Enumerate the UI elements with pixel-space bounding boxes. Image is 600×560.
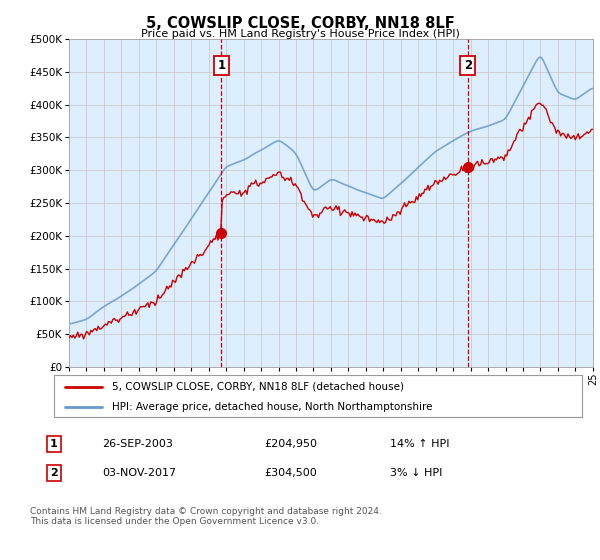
Text: 3% ↓ HPI: 3% ↓ HPI (390, 468, 442, 478)
Text: 03-NOV-2017: 03-NOV-2017 (102, 468, 176, 478)
Text: 1: 1 (50, 439, 58, 449)
Text: 2: 2 (50, 468, 58, 478)
Text: 5, COWSLIP CLOSE, CORBY, NN18 8LF: 5, COWSLIP CLOSE, CORBY, NN18 8LF (146, 16, 454, 31)
Text: £204,950: £204,950 (264, 439, 317, 449)
Text: 14% ↑ HPI: 14% ↑ HPI (390, 439, 449, 449)
Text: HPI: Average price, detached house, North Northamptonshire: HPI: Average price, detached house, Nort… (112, 402, 433, 412)
Text: Price paid vs. HM Land Registry's House Price Index (HPI): Price paid vs. HM Land Registry's House … (140, 29, 460, 39)
Text: Contains HM Land Registry data © Crown copyright and database right 2024.
This d: Contains HM Land Registry data © Crown c… (30, 507, 382, 526)
Text: 26-SEP-2003: 26-SEP-2003 (102, 439, 173, 449)
Text: 5, COWSLIP CLOSE, CORBY, NN18 8LF (detached house): 5, COWSLIP CLOSE, CORBY, NN18 8LF (detac… (112, 381, 404, 391)
Text: 1: 1 (217, 59, 226, 72)
Text: £304,500: £304,500 (264, 468, 317, 478)
Text: 2: 2 (464, 59, 472, 72)
